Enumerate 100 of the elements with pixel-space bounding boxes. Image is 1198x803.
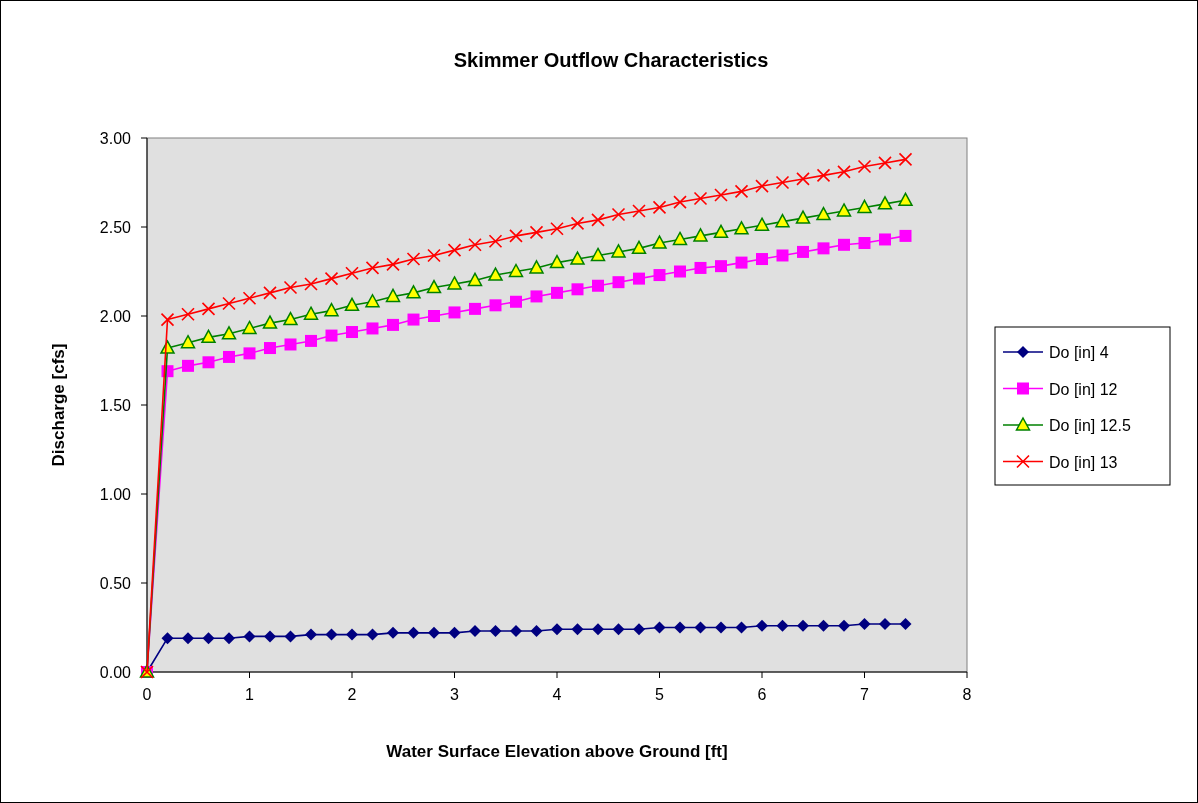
point — [817, 242, 830, 255]
point — [201, 302, 216, 316]
point — [468, 238, 482, 252]
x-tick-label: 6 — [757, 686, 767, 703]
point — [571, 623, 584, 636]
point — [631, 240, 647, 255]
point — [510, 625, 522, 638]
point — [303, 306, 319, 320]
point — [469, 302, 481, 315]
y-tick-label: 2.50 — [99, 219, 132, 236]
point — [428, 310, 440, 322]
point — [181, 307, 195, 322]
chart-title: Skimmer Outflow Characteristics — [453, 49, 769, 71]
point — [899, 617, 912, 630]
point — [633, 623, 645, 636]
point — [735, 621, 748, 634]
point — [202, 356, 215, 369]
point — [796, 172, 810, 186]
point — [387, 318, 399, 331]
point — [611, 244, 626, 258]
point — [551, 286, 563, 299]
point — [428, 626, 440, 639]
point — [180, 334, 196, 349]
point — [797, 619, 809, 632]
point — [325, 329, 338, 342]
point — [242, 320, 257, 335]
y-tick-label: 1.50 — [99, 397, 132, 414]
point — [898, 192, 913, 207]
point — [734, 184, 749, 199]
y-axis-title: Discharge [cfs] — [49, 343, 68, 467]
point — [756, 253, 768, 266]
point — [365, 261, 380, 275]
x-tick-label: 3 — [450, 686, 460, 703]
point — [592, 623, 604, 636]
point — [715, 260, 727, 273]
point — [674, 621, 686, 634]
point — [202, 632, 215, 645]
point — [324, 302, 339, 317]
point — [366, 322, 379, 335]
point — [877, 196, 893, 210]
point — [201, 329, 216, 344]
x-tick-label: 7 — [860, 686, 870, 703]
point — [592, 279, 604, 292]
point — [775, 175, 790, 190]
point — [694, 621, 707, 634]
point — [346, 326, 358, 339]
point — [797, 245, 809, 258]
point — [223, 632, 235, 645]
x-tick-label: 0 — [142, 686, 152, 703]
point — [775, 213, 790, 228]
point — [837, 165, 851, 179]
point — [222, 296, 236, 311]
point — [838, 238, 850, 251]
point — [672, 231, 688, 246]
y-tick-label: 0.50 — [99, 575, 132, 592]
point — [264, 630, 276, 643]
point — [366, 628, 379, 641]
point — [467, 272, 483, 287]
point — [816, 168, 831, 183]
point — [713, 224, 729, 239]
point — [182, 632, 194, 645]
point — [283, 280, 298, 295]
point — [591, 213, 605, 227]
point — [529, 260, 544, 274]
point — [570, 251, 585, 265]
point — [612, 276, 625, 289]
point — [838, 619, 850, 632]
point — [795, 210, 811, 224]
point — [530, 625, 543, 638]
y-tick-label: 2.00 — [99, 308, 132, 325]
point — [345, 266, 359, 281]
point — [284, 338, 297, 351]
point — [632, 204, 646, 218]
point — [754, 217, 770, 231]
point — [407, 313, 420, 326]
point — [570, 216, 585, 231]
point — [448, 626, 461, 639]
point — [509, 229, 523, 243]
y-tick-label: 0.00 — [99, 664, 132, 681]
point — [858, 237, 871, 250]
point — [693, 191, 708, 206]
point — [242, 291, 257, 305]
point — [673, 195, 687, 209]
point — [652, 200, 667, 215]
point — [735, 256, 748, 269]
x-tick-label: 8 — [962, 686, 972, 703]
point — [653, 269, 666, 282]
point — [550, 221, 564, 236]
x-tick-label: 1 — [245, 686, 255, 703]
point — [243, 347, 256, 360]
point — [344, 297, 360, 312]
point — [305, 628, 317, 641]
point — [284, 630, 297, 643]
x-axis-title: Water Surface Elevation above Ground [ft] — [386, 742, 728, 761]
point — [734, 221, 749, 235]
point — [324, 271, 339, 286]
point — [714, 188, 728, 202]
point — [223, 350, 235, 363]
point — [508, 263, 524, 278]
legend-label: Do [in] 13 — [1049, 453, 1118, 471]
